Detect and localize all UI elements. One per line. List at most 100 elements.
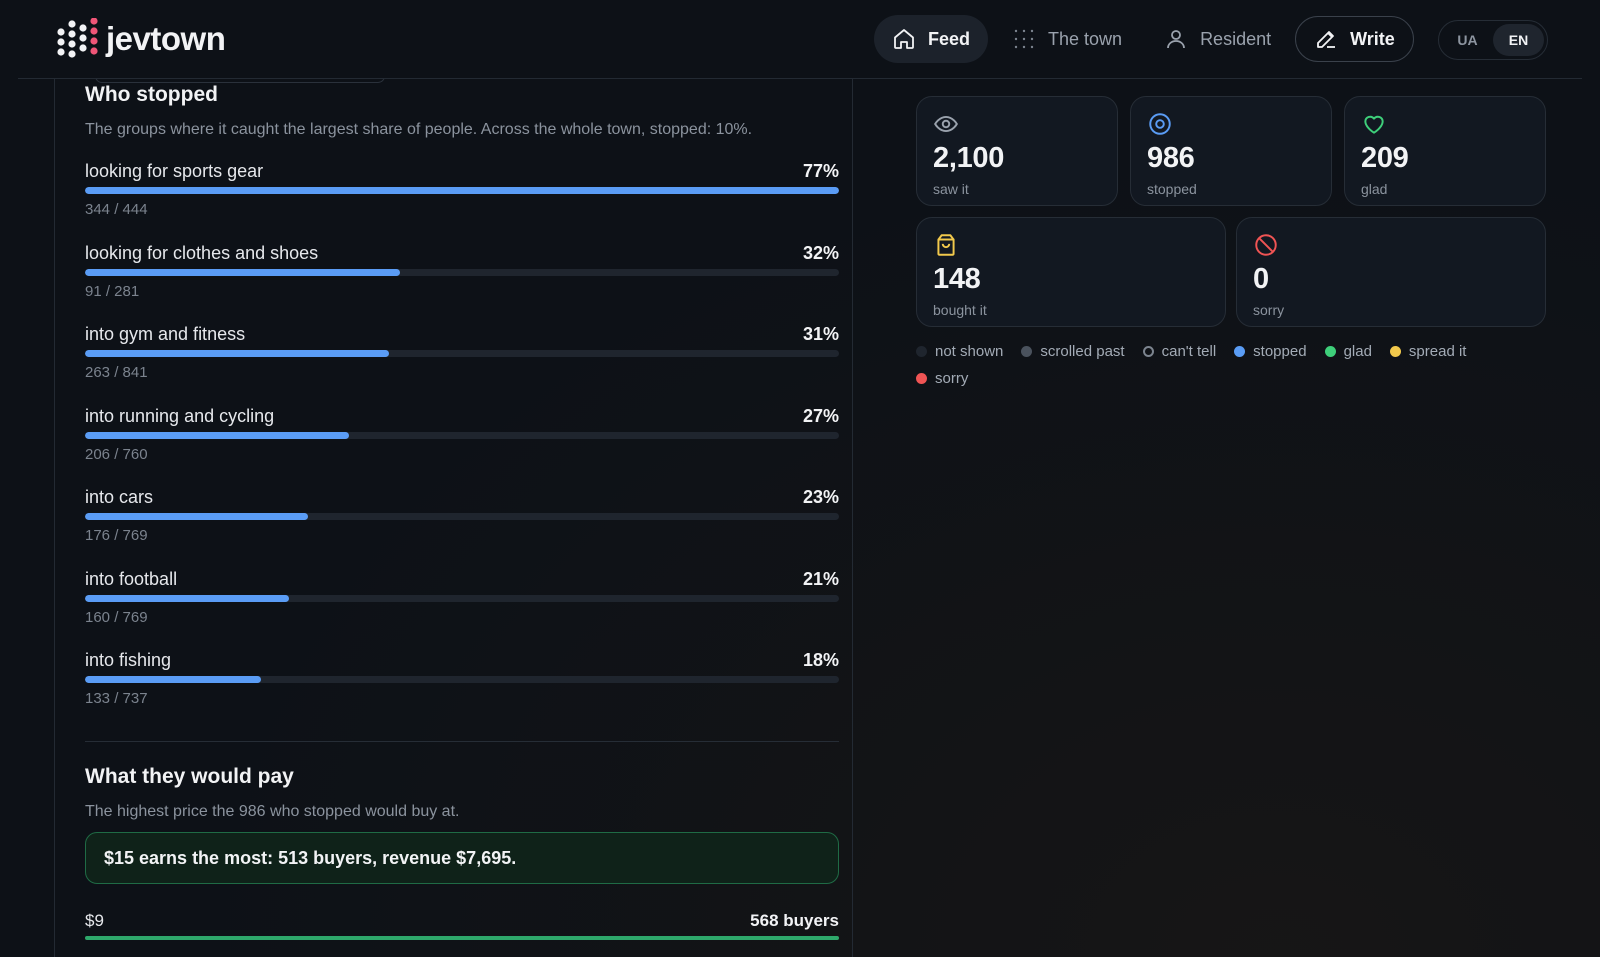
eye-icon [934,115,958,133]
group-bar-track [85,595,839,602]
nav-resident[interactable]: Resident [1146,15,1289,63]
would-pay-subtitle: The highest price the 986 who stopped wo… [85,803,460,820]
section-divider [85,741,839,742]
logo[interactable]: jevtown [56,18,226,60]
top-bar: jevtown Feed The town Resident [18,0,1582,79]
group-bar-track [85,269,839,276]
group-bar-track [85,350,839,357]
group-bar-track [85,432,839,439]
legend-label: glad [1343,343,1372,360]
lang-ua[interactable]: UA [1457,32,1478,48]
language-switch: UA EN [1438,20,1548,60]
legend-item: can't tell [1142,343,1217,360]
stat-card-sorry: 0 sorry [1236,217,1546,327]
target-icon [1149,113,1171,135]
group-row: into running and cycling 27% 206 / 760 [85,406,839,476]
legend-dot-icon [1142,346,1154,357]
price-bar [85,936,839,940]
stat-value: 986 [1147,142,1195,174]
best-price-callout: $15 earns the most: 513 buyers, revenue … [85,832,839,884]
nav-feed-label: Feed [928,28,971,49]
heart-icon [1364,115,1384,134]
group-count: 91 / 281 [85,283,140,300]
stat-value: 2,100 [933,142,1005,174]
group-bar-track [85,513,839,520]
stat-card-glad: 209 glad [1344,96,1546,206]
status-legend: not shown scrolled past can't tell stopp… [916,343,1536,387]
group-count: 344 / 444 [85,201,148,218]
nav-write-label: Write [1350,28,1395,49]
legend-dot-icon [916,346,927,357]
group-bar-fill [85,595,289,602]
group-percent: 27% [802,406,839,426]
legend-label: sorry [935,370,969,387]
group-bar-track [85,676,839,683]
group-bar-fill [85,269,401,276]
group-label: looking for clothes and shoes [85,243,319,263]
nav-feed[interactable]: Feed [874,15,989,63]
stat-label: saw it [933,181,969,197]
stat-label: glad [1361,181,1388,197]
user-icon [1167,30,1185,49]
group-percent: 18% [802,650,839,670]
nav-write[interactable]: Write [1295,16,1414,62]
group-row: looking for clothes and shoes 32% 91 / 2… [85,243,839,313]
legend-label: not shown [935,343,1004,360]
stat-card-saw: 2,100 saw it [916,96,1118,206]
legend-label: stopped [1253,343,1307,360]
group-row: into cars 23% 176 / 769 [85,487,839,557]
group-label: into gym and fitness [85,324,246,344]
legend-label: spread it [1408,343,1467,360]
group-percent: 21% [802,569,839,589]
stat-card-stopped: 986 stopped [1130,96,1332,206]
legend-item: scrolled past [1021,343,1125,360]
legend-label: scrolled past [1040,343,1125,360]
legend-dot-icon [1021,346,1033,357]
block-icon [1255,234,1277,256]
pencil-icon [1317,31,1336,48]
stat-card-bought: 148 bought it [916,217,1226,327]
group-label: into football [85,569,178,589]
logo-text: jevtown [106,20,226,57]
legend-dot-icon [1234,346,1246,357]
price-buyers: 568 buyers [750,911,839,930]
legend-dot-icon [1389,346,1401,357]
group-row: into gym and fitness 31% 263 / 841 [85,324,839,394]
bag-icon [937,234,955,256]
group-count: 176 / 769 [85,527,148,544]
group-count: 160 / 769 [85,609,148,626]
legend-dot-icon [916,373,927,384]
group-count: 263 / 841 [85,364,148,381]
who-stopped-title: Who stopped [85,83,218,106]
group-bar-track [85,187,839,194]
lang-en[interactable]: EN [1493,24,1544,56]
nav-the-town-label: The town [1048,28,1123,49]
home-icon [894,29,914,49]
group-row: into football 21% 160 / 769 [85,569,839,639]
legend-item: stopped [1234,343,1307,360]
group-bar-fill [85,350,389,357]
group-percent: 31% [802,324,839,344]
group-label: into fishing [85,650,172,670]
main-nav: Feed The town Resident Write [874,14,1414,64]
stat-label: bought it [933,302,987,318]
logo-mark-icon [57,18,98,58]
stat-value: 0 [1253,263,1269,295]
analytics-panel: Who stopped The groups where it caught t… [54,79,853,957]
group-bar-fill [85,187,839,194]
group-bar-fill [85,676,261,683]
nav-the-town[interactable]: The town [994,15,1140,63]
legend-item: spread it [1389,343,1467,360]
group-count: 206 / 760 [85,446,148,463]
stat-label: sorry [1253,302,1285,318]
group-row: into fishing 18% 133 / 737 [85,650,839,720]
group-label: looking for sports gear [85,161,264,181]
group-label: into cars [85,487,154,507]
would-pay-title: What they would pay [85,765,294,788]
legend-label: can't tell [1161,343,1217,360]
group-count: 133 / 737 [85,690,148,707]
legend-dot-icon [1324,346,1336,357]
stat-value: 209 [1361,142,1409,174]
group-percent: 32% [802,243,839,263]
group-row: looking for sports gear 77% 344 / 444 [85,161,839,231]
